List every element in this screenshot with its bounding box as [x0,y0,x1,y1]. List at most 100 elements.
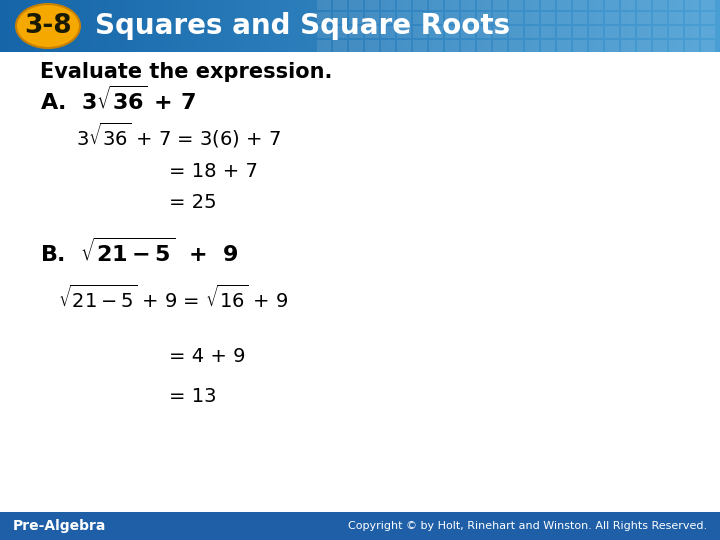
Text: = 18 + 7: = 18 + 7 [169,162,258,181]
Bar [429,0,443,10]
Bar [557,26,571,38]
Bar [513,0,523,52]
Ellipse shape [16,4,80,48]
Bar [605,12,618,24]
Bar [540,0,550,52]
Bar [306,0,316,52]
Bar [589,12,603,24]
Bar [413,40,427,52]
Bar [317,12,330,24]
Bar [445,0,459,10]
Bar [333,26,347,38]
Bar [365,12,379,24]
Bar [445,12,459,24]
Bar [685,26,699,38]
Bar [685,0,699,10]
Bar [99,0,109,52]
Bar [653,40,667,52]
Bar [684,0,693,52]
Bar [365,0,379,10]
Bar [675,0,685,52]
Bar [685,40,699,52]
Bar [288,0,298,52]
Bar [648,0,657,52]
Bar [653,12,667,24]
Bar [541,12,555,24]
Bar [90,0,99,52]
Bar [589,40,603,52]
Bar [117,0,127,52]
Bar [333,0,347,10]
Bar [348,40,363,52]
Bar [413,0,427,10]
Text: Pre-Algebra: Pre-Algebra [13,519,107,533]
Bar [669,40,683,52]
Bar [541,40,555,52]
Bar [72,0,82,52]
Bar [27,0,37,52]
Text: B.  $\mathbf{\sqrt{21-5}}$  $\mathbf{+}$  $\mathbf{9}$: B. $\mathbf{\sqrt{21-5}}$ $\mathbf{+}$ $… [40,238,238,266]
Bar [429,12,443,24]
Bar [504,0,513,52]
Bar [432,0,441,52]
Bar [153,0,163,52]
Bar [509,0,523,10]
Bar [348,0,363,10]
Bar [450,0,459,52]
Bar [612,0,621,52]
Bar [621,0,635,10]
Bar [669,26,683,38]
Bar [381,26,395,38]
Bar [397,40,411,52]
Bar [653,0,667,10]
Bar [461,0,474,10]
Bar [541,0,555,10]
Bar [317,0,330,10]
Bar [636,40,651,52]
Text: = 4 + 9: = 4 + 9 [169,347,246,366]
Bar [639,0,649,52]
Bar [630,0,639,52]
Text: A.  $\mathbf{3\sqrt{36}}$ $\mathbf{+}$ $\mathbf{7}$: A. $\mathbf{3\sqrt{36}}$ $\mathbf{+}$ $\… [40,86,195,114]
Bar [396,0,406,52]
Bar [701,40,715,52]
Bar [414,0,423,52]
Bar [492,40,507,52]
Bar [365,26,379,38]
Text: = 13: = 13 [169,387,217,406]
Bar [711,0,720,52]
Bar [666,0,675,52]
Bar [549,0,559,52]
Bar [573,0,587,10]
Bar [585,0,595,52]
Bar [445,40,459,52]
Text: Squares and Square Roots: Squares and Square Roots [95,12,510,40]
Bar [701,12,715,24]
Bar [429,40,443,52]
Bar [492,26,507,38]
Bar [461,40,474,52]
Bar [387,0,397,52]
Bar [477,12,491,24]
Bar [297,0,307,52]
Bar [324,0,334,52]
Bar [397,26,411,38]
Bar [108,0,118,52]
Bar [509,12,523,24]
Bar [405,0,415,52]
Text: Evaluate the expression.: Evaluate the expression. [40,62,332,82]
Bar [525,12,539,24]
Text: $\sqrt{21-5}$ + 9 = $\sqrt{16}$ + 9: $\sqrt{21-5}$ + 9 = $\sqrt{16}$ + 9 [58,285,288,312]
Bar [653,26,667,38]
Bar [636,12,651,24]
Bar [360,0,370,52]
Bar [701,26,715,38]
Bar [144,0,154,52]
Bar [567,0,577,52]
Bar [413,12,427,24]
Bar [413,26,427,38]
Bar [315,0,325,52]
Bar [492,12,507,24]
Bar [636,0,651,10]
Bar [486,0,496,52]
